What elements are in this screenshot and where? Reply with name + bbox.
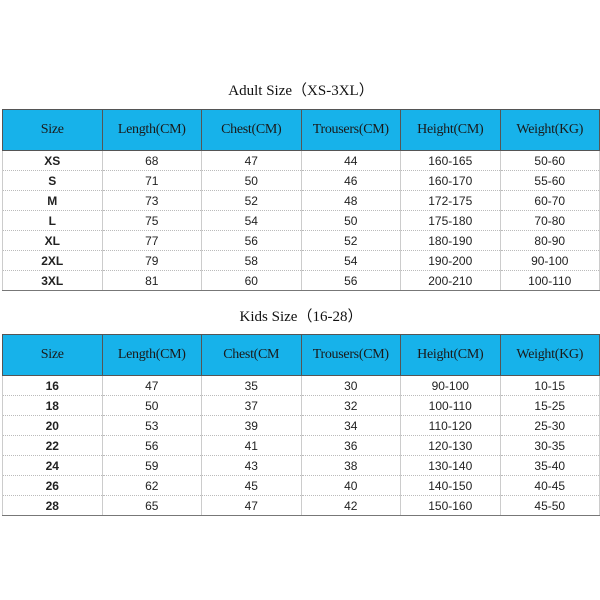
column-header: Height(CM) (400, 109, 501, 151)
table-cell: 70-80 (499, 210, 600, 231)
table-cell: 40-45 (499, 475, 600, 496)
table-cell: 25-30 (499, 415, 600, 436)
adult-size-table: Size Length(CM) Chest(CM) Trousers(CM) Heigh… (2, 109, 600, 291)
table-row: L 75 54 50 175-180 70-80 (2, 210, 600, 231)
table-cell: 81 (101, 270, 202, 291)
adult-size-title: Adult Size（XS-3XL） (228, 83, 374, 99)
table-cell: 37 (201, 395, 302, 416)
column-header: Weight(KG) (499, 334, 600, 376)
column-header: Weight(KG) (499, 109, 600, 151)
table-cell: 42 (300, 495, 401, 516)
table-cell: 190-200 (400, 250, 501, 271)
table-cell: 26 (2, 475, 103, 496)
table-cell: 50 (201, 170, 302, 191)
table-cell: 16 (2, 375, 103, 396)
table-cell: 52 (201, 190, 302, 211)
column-header: Length(CM) (101, 109, 202, 151)
kids-size-table: Size Length(CM) Chest(CM Trousers(CM) Height… (2, 334, 600, 516)
table-cell: 45-50 (499, 495, 600, 516)
table-cell: 28 (2, 495, 103, 516)
table-cell: 200-210 (400, 270, 501, 291)
table-cell: 3XL (2, 270, 103, 291)
table-cell: XL (2, 230, 103, 251)
column-header: Height(CM) (400, 334, 501, 376)
table-cell: 53 (101, 415, 202, 436)
table-cell: 55-60 (499, 170, 600, 191)
table-cell: 39 (201, 415, 302, 436)
table-row: 3XL 81 60 56 200-210 100-110 (2, 270, 600, 291)
table-cell: 50-60 (499, 150, 600, 171)
table-row: 24 59 43 38 130-140 35-40 (2, 455, 600, 476)
column-header: Trousers(CM) (300, 109, 401, 151)
table-cell: 54 (300, 250, 401, 271)
table-row: 16 47 35 30 90-100 10-15 (2, 375, 600, 396)
table-cell: 47 (201, 495, 302, 516)
table-cell: 60 (201, 270, 302, 291)
table-cell: 41 (201, 435, 302, 456)
table-cell: 15-25 (499, 395, 600, 416)
table-row: S 71 50 46 160-170 55-60 (2, 170, 600, 191)
table-cell: 90-100 (499, 250, 600, 271)
table-cell: 22 (2, 435, 103, 456)
table-cell: 150-160 (400, 495, 501, 516)
table-cell: 71 (101, 170, 202, 191)
table-cell: 34 (300, 415, 401, 436)
table-cell: 44 (300, 150, 401, 171)
column-header: Size (2, 334, 103, 376)
table-cell: 30 (300, 375, 401, 396)
table-cell: 30-35 (499, 435, 600, 456)
table-cell: 160-165 (400, 150, 501, 171)
table-cell: 140-150 (400, 475, 501, 496)
table-cell: 100-110 (499, 270, 600, 291)
table-cell: 100-110 (400, 395, 501, 416)
table-cell: 59 (101, 455, 202, 476)
table-cell: 60-70 (499, 190, 600, 211)
table-cell: 62 (101, 475, 202, 496)
column-header: Chest(CM (201, 334, 302, 376)
table-cell: 24 (2, 455, 103, 476)
table-row: 26 62 45 40 140-150 40-45 (2, 475, 600, 496)
table-cell: 35-40 (499, 455, 600, 476)
table-cell: 36 (300, 435, 401, 456)
table-cell: 43 (201, 455, 302, 476)
table-row: M 73 52 48 172-175 60-70 (2, 190, 600, 211)
table-cell: 50 (101, 395, 202, 416)
table-cell: 77 (101, 230, 202, 251)
table-cell: 45 (201, 475, 302, 496)
table-row: XS 68 47 44 160-165 50-60 (2, 150, 600, 171)
column-header: Trousers(CM) (300, 334, 401, 376)
table-cell: 90-100 (400, 375, 501, 396)
table-cell: 38 (300, 455, 401, 476)
table-row: 2XL 79 58 54 190-200 90-100 (2, 250, 600, 271)
column-header: Length(CM) (101, 334, 202, 376)
table-cell: 75 (101, 210, 202, 231)
table-cell: 50 (300, 210, 401, 231)
kids-size-title: Kids Size（16-28） (239, 309, 363, 325)
table-cell: XS (2, 150, 103, 171)
adult-size-section: Adult Size（XS-3XL） Size Length(CM) Chest(C… (2, 0, 600, 300)
table-cell: 120-130 (400, 435, 501, 456)
table-cell: 110-120 (400, 415, 501, 436)
table-cell: 32 (300, 395, 401, 416)
table-row: 18 50 37 32 100-110 15-25 (2, 395, 600, 416)
table-cell: 18 (2, 395, 103, 416)
column-header: Chest(CM) (201, 109, 302, 151)
table-cell: 35 (201, 375, 302, 396)
table-cell: 20 (2, 415, 103, 436)
table-cell: 47 (101, 375, 202, 396)
table-cell: 56 (101, 435, 202, 456)
table-cell: 2XL (2, 250, 103, 271)
table-cell: 180-190 (400, 230, 501, 251)
table-row: XL 77 56 52 180-190 80-90 (2, 230, 600, 251)
table-cell: 48 (300, 190, 401, 211)
table-cell: 65 (101, 495, 202, 516)
table-row: 22 56 41 36 120-130 30-35 (2, 435, 600, 456)
table-cell: 40 (300, 475, 401, 496)
table-row: 28 65 47 42 150-160 45-50 (2, 495, 600, 516)
table-cell: 10-15 (499, 375, 600, 396)
table-row: 20 53 39 34 110-120 25-30 (2, 415, 600, 436)
table-cell: 80-90 (499, 230, 600, 251)
table-cell: 130-140 (400, 455, 501, 476)
